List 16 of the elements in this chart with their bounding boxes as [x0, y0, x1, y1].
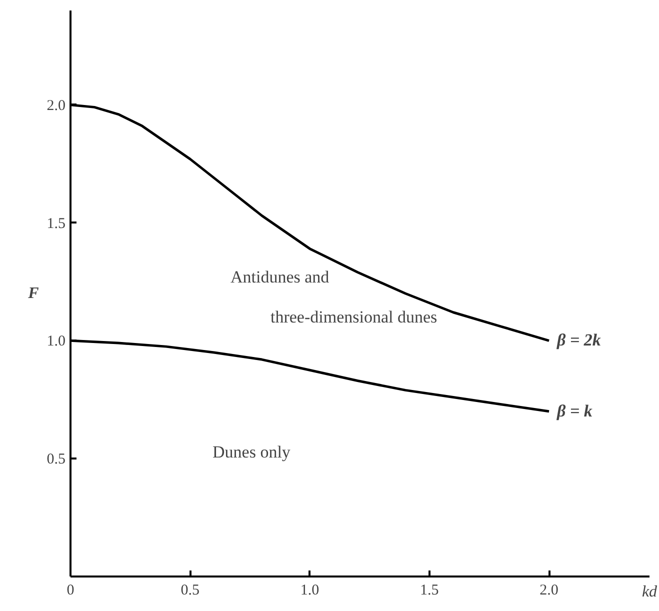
- x-tick-label: 1.5: [420, 582, 439, 598]
- y-tick-label: 1.5: [46, 216, 66, 232]
- x-tick-label: 1.0: [300, 582, 320, 598]
- y-axis-title: F: [27, 285, 40, 302]
- annotation: three-dimensional dunes: [270, 308, 438, 326]
- series-label: β = k: [556, 401, 593, 420]
- y-tick-label: 1.0: [46, 334, 66, 350]
- annotation: Antidunes and: [230, 268, 330, 286]
- y-tick-label: 0.5: [46, 452, 66, 468]
- series-label: β = 2k: [556, 330, 602, 350]
- x-tick-label: 0: [66, 582, 74, 598]
- x-tick-label: 2.0: [540, 582, 558, 598]
- y-tick-label: 2.0: [46, 98, 66, 114]
- x-tick-label: 0.5: [180, 582, 200, 598]
- annotation: Dunes only: [212, 442, 291, 462]
- x-axis-title: kd: [642, 584, 658, 600]
